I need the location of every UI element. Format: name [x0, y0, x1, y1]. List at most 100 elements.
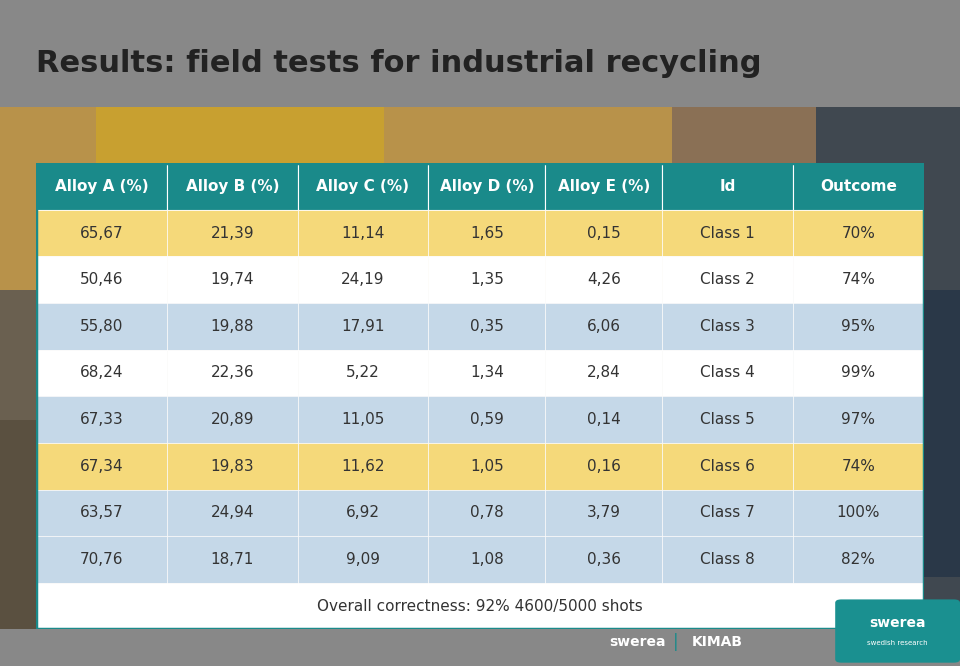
FancyBboxPatch shape [835, 599, 960, 663]
Bar [662, 536, 793, 583]
Bar [793, 536, 924, 583]
Bar [793, 210, 924, 256]
Bar [96, 107, 384, 368]
Bar [793, 443, 924, 490]
Text: 5,22: 5,22 [346, 366, 380, 380]
Text: 19,88: 19,88 [210, 319, 254, 334]
Bar [167, 350, 298, 396]
Text: Class 6: Class 6 [700, 459, 756, 474]
Text: 18,71: 18,71 [210, 552, 254, 567]
Text: Class 7: Class 7 [700, 505, 755, 520]
Text: 70,76: 70,76 [80, 552, 124, 567]
Text: 1,05: 1,05 [469, 459, 504, 474]
Text: 22,36: 22,36 [210, 366, 254, 380]
Bar [545, 490, 662, 536]
Text: 20,89: 20,89 [210, 412, 254, 427]
Bar [428, 396, 545, 443]
Text: 11,05: 11,05 [341, 412, 385, 427]
Bar [428, 163, 545, 210]
Text: 24,19: 24,19 [341, 272, 385, 287]
Bar [298, 396, 428, 443]
Bar [662, 210, 793, 256]
Text: 24,94: 24,94 [210, 505, 254, 520]
Text: swerea: swerea [610, 635, 666, 649]
Text: Alloy A (%): Alloy A (%) [55, 179, 149, 194]
Bar [298, 536, 428, 583]
Text: 17,91: 17,91 [341, 319, 385, 334]
Text: 99%: 99% [841, 366, 876, 380]
Text: 0,16: 0,16 [587, 459, 621, 474]
Text: Outcome: Outcome [820, 179, 897, 194]
Bar [36, 443, 167, 490]
Bar [298, 443, 428, 490]
Text: 6,92: 6,92 [346, 505, 380, 520]
Text: 0,14: 0,14 [587, 412, 621, 427]
Text: 1,65: 1,65 [469, 226, 504, 240]
Text: 11,14: 11,14 [341, 226, 385, 240]
Text: Alloy B (%): Alloy B (%) [185, 179, 279, 194]
Text: Class 1: Class 1 [700, 226, 755, 240]
Bar [662, 490, 793, 536]
Text: 4,26: 4,26 [587, 272, 621, 287]
Bar [662, 303, 793, 350]
Bar [793, 396, 924, 443]
Bar [0, 290, 48, 629]
Bar [662, 256, 793, 303]
Text: Class 4: Class 4 [700, 366, 755, 380]
Bar [428, 536, 545, 583]
Bar [793, 490, 924, 536]
Text: 50,46: 50,46 [80, 272, 124, 287]
Text: 0,35: 0,35 [469, 319, 504, 334]
Text: 19,83: 19,83 [210, 459, 254, 474]
Text: Class 3: Class 3 [700, 319, 756, 334]
Text: 67,33: 67,33 [80, 412, 124, 427]
Bar [793, 350, 924, 396]
Bar [428, 443, 545, 490]
Bar [793, 256, 924, 303]
Text: 1,34: 1,34 [469, 366, 504, 380]
Bar [672, 107, 960, 290]
Bar [691, 290, 960, 577]
Bar [428, 256, 545, 303]
Bar [298, 163, 428, 210]
Bar [36, 350, 167, 396]
Bar [662, 163, 793, 210]
Text: 97%: 97% [841, 412, 876, 427]
Bar [793, 303, 924, 350]
Text: 0,15: 0,15 [587, 226, 621, 240]
Bar [428, 490, 545, 536]
Text: 65,67: 65,67 [80, 226, 124, 240]
Text: 1,08: 1,08 [469, 552, 504, 567]
Text: 55,80: 55,80 [80, 319, 124, 334]
Text: 1,35: 1,35 [469, 272, 504, 287]
Text: Class 2: Class 2 [700, 272, 755, 287]
Text: Alloy D (%): Alloy D (%) [440, 179, 534, 194]
Text: 74%: 74% [841, 459, 876, 474]
Bar [545, 443, 662, 490]
Text: 0,36: 0,36 [587, 552, 621, 567]
Bar [36, 583, 924, 629]
Text: 0,59: 0,59 [469, 412, 504, 427]
Bar [662, 443, 793, 490]
Bar [816, 107, 960, 629]
Bar [36, 210, 167, 256]
Text: Alloy E (%): Alloy E (%) [558, 179, 650, 194]
Bar [545, 536, 662, 583]
Bar [298, 210, 428, 256]
Bar [36, 536, 167, 583]
Text: swerea: swerea [870, 615, 925, 630]
Text: 70%: 70% [841, 226, 876, 240]
Bar [793, 163, 924, 210]
Bar [36, 396, 167, 443]
Bar [298, 256, 428, 303]
Text: 63,57: 63,57 [80, 505, 124, 520]
Text: swedish research: swedish research [867, 639, 928, 646]
Bar [0, 420, 576, 629]
Bar [36, 256, 167, 303]
Bar [298, 350, 428, 396]
Text: 19,74: 19,74 [210, 272, 254, 287]
Bar [662, 396, 793, 443]
Text: 6,06: 6,06 [587, 319, 621, 334]
Bar [167, 210, 298, 256]
Text: KIMAB: KIMAB [692, 635, 743, 649]
